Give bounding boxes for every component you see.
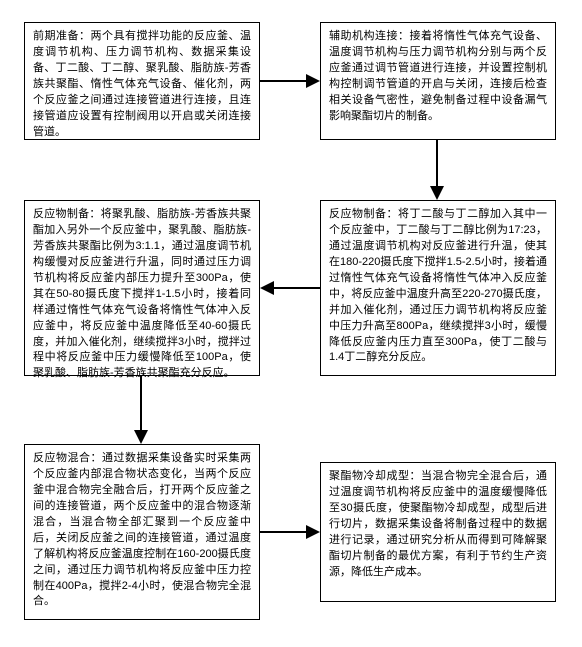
flow-node-text: 辅助机构连接：接着将惰性气体充气设备、温度调节机构与压力调节机构分别与两个反应釜… [329, 30, 547, 122]
arrow-line [274, 287, 320, 289]
flow-node-mix: 反应物混合：通过数据采集设备实时采集两个反应釜内部混合物状态变化，当两个反应釜中… [24, 444, 260, 620]
flow-node-react-a: 反应物制备：将丁二酸与丁二醇加入其中一个反应釜中，丁二酸与丁二醇比例为17:23… [320, 200, 556, 376]
flow-node-react-b: 反应物制备：将聚乳酸、脂肪族-芳香族共聚酯加入另外一个反应釜中，聚乳酸、脂肪族-… [24, 200, 260, 376]
flow-node-text: 反应物混合：通过数据采集设备实时采集两个反应釜内部混合物状态变化，当两个反应釜中… [33, 452, 251, 607]
arrow-head-down-icon [134, 430, 148, 444]
flow-node-cool: 聚酯物冷却成型：当混合物完全混合后，通过温度调节机构将反应釜中的温度缓慢降低至3… [320, 462, 556, 602]
flow-node-text: 反应物制备：将丁二酸与丁二醇加入其中一个反应釜中，丁二酸与丁二醇比例为17:23… [329, 208, 547, 363]
arrow-line [260, 531, 306, 533]
flow-node-prep: 前期准备：两个具有搅拌功能的反应釜、温度调节机构、压力调节机构、数据采集设备、丁… [24, 22, 260, 140]
flow-node-text: 聚酯物冷却成型：当混合物完全混合后，通过温度调节机构将反应釜中的温度缓慢降低至3… [329, 470, 547, 578]
arrow-line [260, 80, 306, 82]
arrow-head-down-icon [430, 186, 444, 200]
arrow-line [140, 376, 142, 430]
arrow-head-right-icon [306, 74, 320, 88]
arrow-line [436, 140, 438, 186]
flow-node-aux: 辅助机构连接：接着将惰性气体充气设备、温度调节机构与压力调节机构分别与两个反应釜… [320, 22, 556, 140]
arrow-head-right-icon [306, 525, 320, 539]
flow-node-text: 前期准备：两个具有搅拌功能的反应釜、温度调节机构、压力调节机构、数据采集设备、丁… [33, 30, 251, 138]
arrow-head-left-icon [260, 281, 274, 295]
flow-node-text: 反应物制备：将聚乳酸、脂肪族-芳香族共聚酯加入另外一个反应釜中，聚乳酸、脂肪族-… [33, 208, 251, 379]
